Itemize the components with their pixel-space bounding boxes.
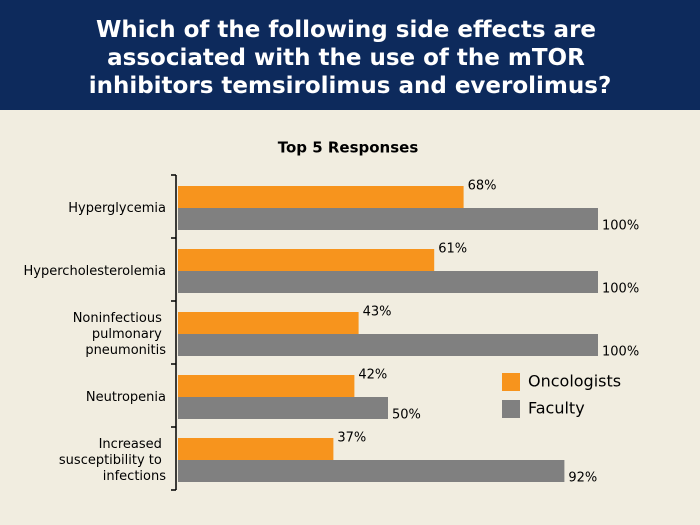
data-label: 61% bbox=[438, 242, 467, 257]
bar bbox=[178, 375, 355, 397]
data-label: 43% bbox=[363, 305, 392, 320]
y-tick-label: Hyperglycemia bbox=[68, 201, 166, 216]
bar bbox=[178, 334, 598, 356]
data-label: 50% bbox=[392, 408, 421, 423]
bar bbox=[178, 397, 388, 419]
chart-title: Which of the following side effects are … bbox=[89, 17, 612, 99]
bar bbox=[178, 271, 598, 293]
data-label: 100% bbox=[602, 282, 639, 297]
data-label: 100% bbox=[602, 345, 639, 360]
chart-subtitle: Top 5 Responses bbox=[278, 139, 419, 157]
bar bbox=[178, 312, 359, 334]
y-tick-label: Increased susceptibility to infections bbox=[59, 437, 166, 484]
legend-swatch bbox=[502, 373, 520, 391]
y-tick-label: Noninfectious pulmonary pneumonitis bbox=[73, 311, 167, 358]
y-tick-label: Neutropenia bbox=[86, 390, 166, 405]
data-label: 100% bbox=[602, 219, 639, 234]
y-tick-label: Hypercholesterolemia bbox=[24, 264, 166, 279]
data-label: 37% bbox=[337, 431, 366, 446]
data-label: 92% bbox=[568, 471, 597, 486]
bar bbox=[178, 249, 435, 271]
data-label: 42% bbox=[358, 368, 387, 383]
bar bbox=[178, 208, 598, 230]
data-label: 68% bbox=[468, 179, 497, 194]
bar bbox=[178, 460, 565, 482]
bar bbox=[178, 438, 334, 460]
legend-label: Oncologists bbox=[528, 372, 621, 391]
bar bbox=[178, 186, 464, 208]
header-band bbox=[0, 0, 700, 110]
legend-label: Faculty bbox=[528, 399, 585, 418]
legend-swatch bbox=[502, 400, 520, 418]
